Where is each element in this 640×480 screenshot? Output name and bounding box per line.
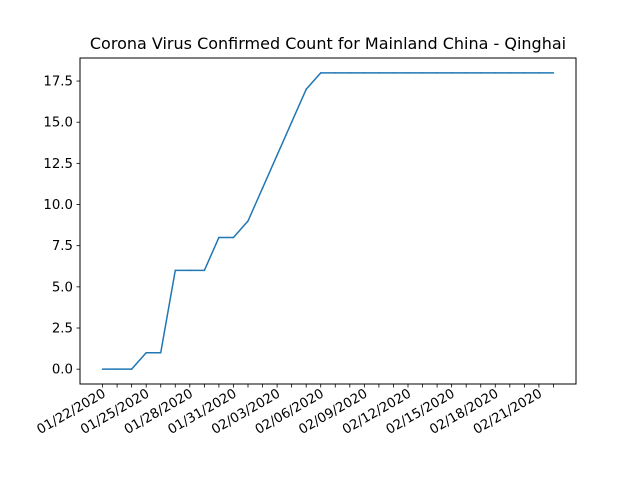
data-point	[436, 72, 438, 74]
data-point	[465, 72, 467, 74]
series-line	[102, 72, 554, 370]
data-point	[116, 368, 118, 370]
data-point	[145, 351, 147, 354]
data-point	[319, 72, 322, 74]
y-tick-label: 7.5	[52, 239, 73, 254]
data-point	[378, 72, 380, 74]
data-point	[189, 269, 191, 272]
data-point	[334, 72, 337, 74]
data-point	[509, 72, 511, 74]
data-point	[174, 269, 177, 272]
data-point	[232, 236, 235, 239]
axes-frame	[79, 57, 577, 385]
data-point	[392, 72, 395, 74]
data-point	[523, 72, 526, 74]
chart-title: Corona Virus Confirmed Count for Mainlan…	[90, 34, 566, 53]
data-point	[349, 72, 351, 74]
data-point	[479, 72, 482, 74]
data-point	[538, 72, 540, 74]
data-point	[407, 72, 409, 74]
y-tick-label: 10.0	[43, 198, 73, 213]
data-point	[159, 351, 162, 354]
y-tick-label: 15.0	[43, 116, 73, 131]
y-tick-label: 2.5	[52, 322, 73, 337]
data-point	[101, 368, 104, 370]
data-point	[494, 72, 497, 74]
data-point	[130, 368, 133, 370]
data-point	[552, 72, 555, 74]
data-point	[290, 121, 293, 123]
y-tick-label: 0.0	[52, 363, 73, 378]
data-point	[261, 187, 264, 189]
data-point	[247, 220, 249, 222]
y-tick-label: 12.5	[43, 157, 73, 172]
data-point	[276, 154, 278, 156]
data-point	[305, 88, 307, 91]
y-tick-label: 5.0	[52, 280, 73, 295]
y-tick-label: 17.5	[43, 75, 73, 90]
data-point	[421, 72, 424, 74]
data-point	[363, 72, 366, 74]
data-point	[450, 72, 453, 74]
data-point	[218, 236, 220, 239]
data-point	[203, 269, 206, 272]
